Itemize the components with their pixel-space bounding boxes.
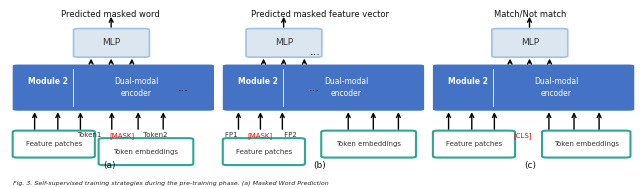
- Text: FP1: FP1: [225, 132, 240, 138]
- FancyBboxPatch shape: [99, 138, 193, 165]
- FancyBboxPatch shape: [246, 29, 322, 57]
- Text: Token1: Token1: [77, 132, 104, 138]
- Text: MLP: MLP: [102, 38, 120, 47]
- FancyBboxPatch shape: [13, 64, 214, 111]
- Text: Token embeddings: Token embeddings: [113, 149, 179, 155]
- Text: [MASK]: [MASK]: [248, 132, 273, 139]
- Text: ...: ...: [310, 48, 321, 58]
- Text: Token2: Token2: [141, 132, 168, 138]
- Text: Module 2: Module 2: [238, 77, 278, 86]
- Text: ...: ...: [178, 83, 189, 93]
- Text: [CLS]: [CLS]: [513, 132, 532, 139]
- FancyBboxPatch shape: [13, 131, 95, 158]
- FancyBboxPatch shape: [321, 131, 416, 158]
- Text: Dual-modal
encoder: Dual-modal encoder: [114, 77, 159, 98]
- Text: (b): (b): [314, 161, 326, 170]
- Text: Feature patches: Feature patches: [236, 149, 292, 155]
- FancyBboxPatch shape: [223, 138, 305, 165]
- Text: (a): (a): [104, 161, 116, 170]
- FancyBboxPatch shape: [433, 64, 634, 111]
- Text: Predicted masked word: Predicted masked word: [61, 10, 159, 19]
- Text: MLP: MLP: [275, 38, 293, 47]
- FancyBboxPatch shape: [223, 64, 424, 111]
- Text: Token embeddings: Token embeddings: [336, 141, 401, 147]
- FancyBboxPatch shape: [492, 29, 568, 57]
- Text: Dual-modal
encoder: Dual-modal encoder: [534, 77, 579, 98]
- FancyBboxPatch shape: [433, 131, 515, 158]
- Text: [MASK]: [MASK]: [110, 132, 135, 139]
- Text: (c): (c): [524, 161, 536, 170]
- Text: Feature patches: Feature patches: [446, 141, 502, 147]
- Text: Token embeddings: Token embeddings: [554, 141, 619, 147]
- Text: ...: ...: [308, 83, 319, 93]
- Text: Module 2: Module 2: [28, 77, 68, 86]
- Text: FP2: FP2: [282, 132, 297, 138]
- Text: Fig. 3. Self-supervised training strategies during the pre-training phase. (a) M: Fig. 3. Self-supervised training strateg…: [13, 181, 328, 186]
- Text: Predicted masked feature vector: Predicted masked feature vector: [251, 10, 389, 19]
- FancyBboxPatch shape: [542, 131, 630, 158]
- Text: Feature patches: Feature patches: [26, 141, 82, 147]
- Text: Match/Not match: Match/Not match: [494, 10, 566, 19]
- FancyBboxPatch shape: [74, 29, 149, 57]
- Text: Dual-modal
encoder: Dual-modal encoder: [324, 77, 369, 98]
- Text: MLP: MLP: [521, 38, 539, 47]
- Text: Module 2: Module 2: [448, 77, 488, 86]
